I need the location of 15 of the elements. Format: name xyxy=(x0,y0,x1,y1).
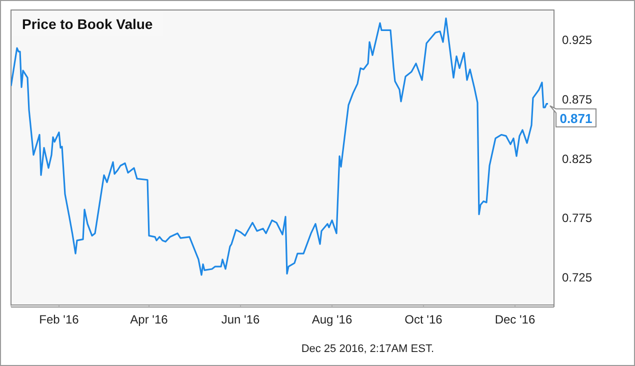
y-tick-label: 0.825 xyxy=(562,152,592,166)
x-tick-label: Aug '16 xyxy=(312,312,352,327)
y-tick-label: 0.725 xyxy=(562,270,592,285)
y-tick-label: 0.875 xyxy=(562,92,592,106)
x-tick-label: Apr '16 xyxy=(130,312,168,327)
y-tick-label: 0.925 xyxy=(562,32,592,47)
x-tick-label: Jun '16 xyxy=(221,312,260,327)
chart-title: Price to Book Value xyxy=(12,12,163,36)
annotation: 0.871 xyxy=(560,110,592,126)
y-tick-label: 0.775 xyxy=(562,211,592,226)
line-series xyxy=(11,18,549,276)
x-tick-label: Dec '16 xyxy=(494,312,536,327)
text: Dec 25 2016, 2:17AM EST. xyxy=(301,343,434,355)
x-tick-label: Feb '16 xyxy=(39,312,80,327)
x-tick-label: Oct '16 xyxy=(404,312,443,327)
